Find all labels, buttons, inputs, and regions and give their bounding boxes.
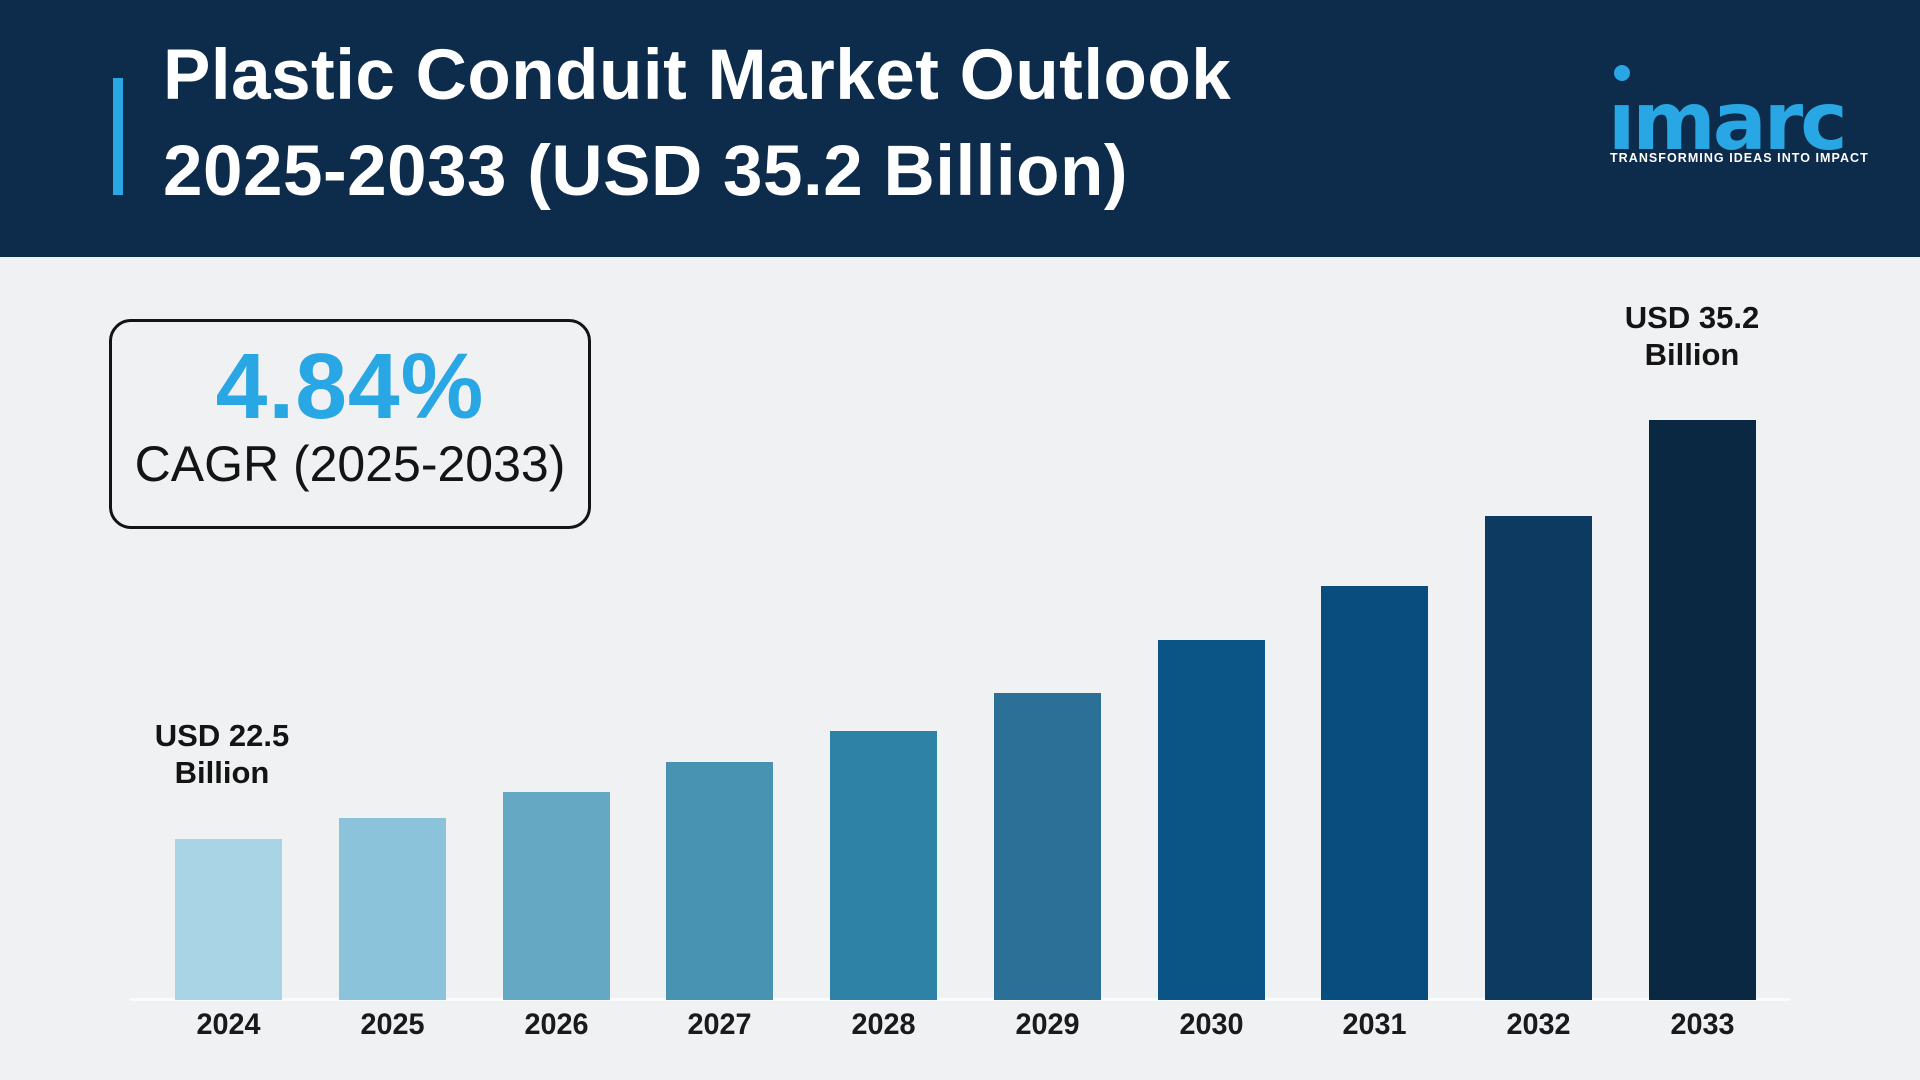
bar-2025 <box>338 818 446 1000</box>
value-label-2033-line1: USD 35.2 <box>1624 300 1760 335</box>
logo-wordmark: ımarc <box>1608 75 1848 168</box>
value-label-2024: USD 22.5 Billion <box>102 717 342 791</box>
value-label-2024-line2: Billion <box>174 755 270 790</box>
bar-2032 <box>1485 516 1593 1000</box>
header: Plastic Conduit Market Outlook 2025-2033… <box>0 0 1920 257</box>
year-label-2029: 2029 <box>1015 1008 1080 1041</box>
bar-2030 <box>1157 640 1265 1000</box>
bar-2033 <box>1648 420 1756 1000</box>
cagr-card: 4.84% CAGR (2025-2033) <box>109 319 591 529</box>
cagr-value: 4.84% <box>215 334 485 438</box>
value-label-2024-line1: USD 22.5 <box>154 718 290 753</box>
logo-tagline: TRANSFORMING IDEAS INTO IMPACT <box>1610 151 1869 165</box>
bar-2026 <box>502 792 610 1000</box>
year-label-2031: 2031 <box>1342 1008 1407 1041</box>
value-label-2033: USD 35.2 Billion <box>1572 299 1812 373</box>
imarc-logo: ımarc TRANSFORMING IDEAS INTO IMPACT <box>1608 44 1868 172</box>
year-label-2025: 2025 <box>360 1008 425 1041</box>
year-label-2032: 2032 <box>1506 1008 1571 1041</box>
cagr-label: CAGR (2025-2033) <box>134 436 566 492</box>
bar-2024 <box>175 839 282 1000</box>
bar-2029 <box>993 693 1101 1000</box>
logo-i-dot-icon <box>1614 65 1630 81</box>
page-title: Plastic Conduit Market Outlook 2025-2033… <box>163 28 1463 220</box>
year-label-2030: 2030 <box>1179 1008 1244 1041</box>
chart-baseline <box>130 998 1790 1001</box>
year-label-2028: 2028 <box>851 1008 916 1041</box>
year-label-2026: 2026 <box>523 1008 589 1041</box>
title-accent-bar <box>113 78 123 195</box>
bar-chart <box>175 420 1756 1000</box>
bar-2028 <box>830 731 938 1000</box>
year-label-2027: 2027 <box>687 1008 752 1041</box>
page-title-line1: Plastic Conduit Market Outlook <box>163 36 1232 115</box>
bar-2031 <box>1321 586 1429 1000</box>
year-label-2024: 2024 <box>196 1008 261 1041</box>
year-label-2033: 2033 <box>1670 1008 1735 1041</box>
value-label-2033-line2: Billion <box>1644 337 1740 372</box>
x-axis-year-labels: 2024 2025 2026 2027 2028 2029 2030 2031 2032 2033 <box>175 1008 1756 1042</box>
page-title-line2: 2025-2033 (USD 35.2 Billion) <box>163 132 1129 211</box>
bar-2027 <box>666 762 774 1000</box>
